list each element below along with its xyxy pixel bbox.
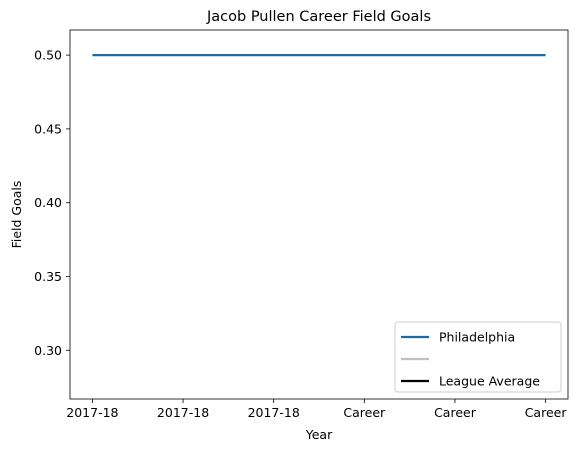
plot-area-frame xyxy=(69,29,569,400)
x-tick-label: Career xyxy=(343,405,386,420)
x-axis-ticks: 2017-18 2017-18 2017-18 Career Career Career xyxy=(66,399,567,420)
x-tick-label: Career xyxy=(525,405,568,420)
x-tick-label: 2017-18 xyxy=(248,405,300,420)
y-tick-label: 0.30 xyxy=(34,343,62,358)
y-tick-label: 0.40 xyxy=(34,195,62,210)
y-axis-label: Field Goals xyxy=(9,181,24,249)
y-tick-label: 0.45 xyxy=(34,121,62,136)
legend-frame xyxy=(394,321,562,393)
legend: Philadelphia League Average xyxy=(394,321,562,393)
x-tick-label: 2017-18 xyxy=(157,405,209,420)
x-axis-label: Year xyxy=(305,427,333,442)
y-axis-ticks: 0.30 0.35 0.40 0.45 0.50 xyxy=(34,48,70,358)
y-tick-label: 0.50 xyxy=(34,48,62,63)
legend-label: League Average xyxy=(439,374,540,389)
x-tick-label: 2017-18 xyxy=(66,405,118,420)
y-tick-label: 0.35 xyxy=(34,269,62,284)
chart-title: Jacob Pullen Career Field Goals xyxy=(206,9,431,25)
legend-label: Philadelphia xyxy=(439,330,515,345)
x-tick-label: Career xyxy=(434,405,477,420)
